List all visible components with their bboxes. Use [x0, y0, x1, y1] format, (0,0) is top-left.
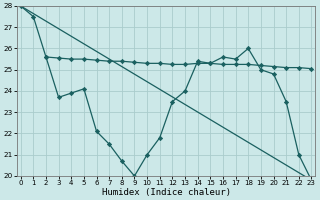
X-axis label: Humidex (Indice chaleur): Humidex (Indice chaleur): [101, 188, 231, 197]
